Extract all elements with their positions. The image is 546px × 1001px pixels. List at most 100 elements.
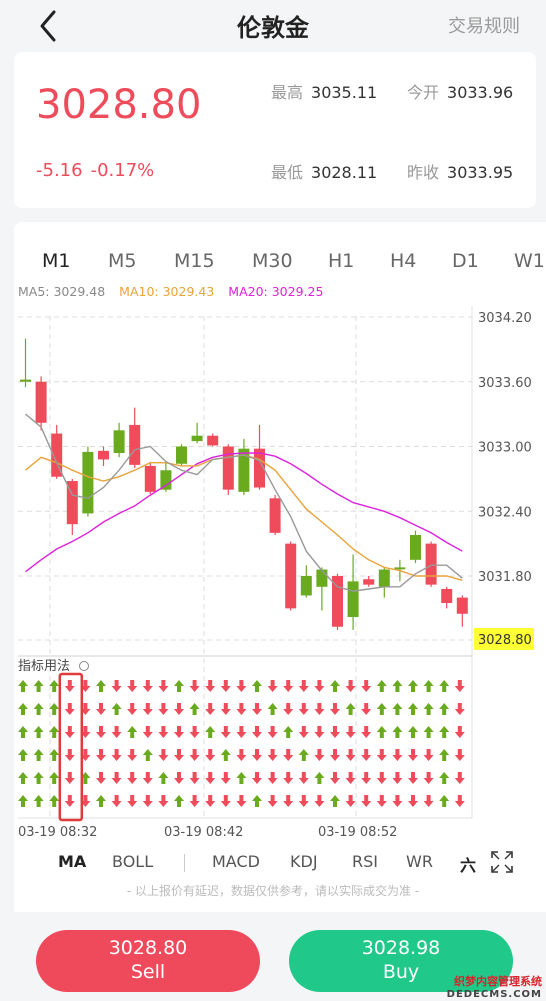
down-arrow-icon <box>111 749 122 761</box>
ma10-legend: MA10: 3029.43 <box>119 284 215 299</box>
back-arrow-icon[interactable] <box>32 8 68 44</box>
tab-ma[interactable]: MA <box>58 852 87 871</box>
open-label: 今开 <box>407 83 440 102</box>
chart-card: M1 M5 M15 M30 H1 H4 D1 W1 MA5: 3029.48 MA… <box>14 222 546 912</box>
highlight-box <box>58 672 84 822</box>
down-arrow-icon <box>361 703 372 715</box>
down-arrow-icon <box>220 703 231 715</box>
down-arrow-icon <box>127 772 138 784</box>
down-arrow-icon <box>345 772 356 784</box>
tab-h4[interactable]: H4 <box>390 250 417 272</box>
tab-m5[interactable]: M5 <box>108 250 137 272</box>
down-arrow-icon <box>236 795 247 807</box>
down-arrow-icon <box>189 772 200 784</box>
up-arrow-icon <box>423 726 434 738</box>
price-tick-label: 3033.60 <box>478 376 532 391</box>
down-arrow-icon <box>454 703 465 715</box>
candles <box>20 338 468 630</box>
tab-macd[interactable]: MACD <box>212 852 260 871</box>
down-arrow-icon <box>252 703 262 715</box>
candle <box>332 576 343 627</box>
candle <box>51 433 63 477</box>
down-arrow-icon <box>127 795 138 807</box>
tab-m30[interactable]: M30 <box>252 250 293 272</box>
down-arrow-icon <box>454 795 465 807</box>
up-arrow-icon <box>49 726 60 738</box>
sell-button[interactable]: 3028.80 Sell <box>36 930 260 992</box>
down-arrow-icon <box>174 703 184 715</box>
high-value: 3035.11 <box>311 83 378 102</box>
up-arrow-icon <box>33 680 44 692</box>
tab-d1[interactable]: D1 <box>452 250 479 272</box>
last-price-badge <box>474 628 534 650</box>
down-arrow-icon <box>345 726 356 738</box>
down-arrow-icon <box>423 772 434 784</box>
ma20-line <box>25 452 463 573</box>
candle <box>425 543 437 585</box>
down-arrow-icon <box>283 795 294 807</box>
candle <box>82 451 94 514</box>
candle <box>207 435 219 446</box>
up-arrow-icon <box>49 680 60 692</box>
down-arrow-icon <box>142 772 153 784</box>
candle <box>66 481 78 525</box>
down-arrow-icon <box>314 795 325 807</box>
down-arrow-icon <box>142 795 153 807</box>
up-arrow-icon <box>18 726 28 738</box>
price-change: -5.16 -0.17% <box>36 160 162 181</box>
down-arrow-icon <box>111 726 122 738</box>
down-arrow-icon <box>64 772 75 784</box>
fullscreen-icon[interactable] <box>490 850 514 878</box>
down-arrow-icon <box>142 680 153 692</box>
up-arrow-icon <box>408 703 418 715</box>
tab-kdj[interactable]: KDJ <box>290 852 318 871</box>
prev-close-value: 3033.95 <box>447 163 514 182</box>
up-arrow-icon <box>142 749 153 761</box>
candle <box>394 567 406 570</box>
tab-w1[interactable]: W1 <box>514 250 545 272</box>
time-label: 03-19 08:52 <box>318 825 397 840</box>
candle <box>300 576 312 596</box>
down-arrow-icon <box>205 772 216 784</box>
tab-wr[interactable]: WR <box>406 852 433 871</box>
page-title: 伦敦金 <box>237 14 309 42</box>
down-arrow-icon <box>408 795 418 807</box>
down-arrow-icon <box>96 726 106 738</box>
info-icon <box>79 661 89 671</box>
candle <box>347 581 359 618</box>
candle <box>144 465 156 492</box>
up-arrow-icon <box>376 703 387 715</box>
more-indicators-icon[interactable]: 六 <box>460 856 477 875</box>
trading-rules-link[interactable]: 交易规则 <box>448 16 520 37</box>
down-arrow-icon <box>267 772 278 784</box>
down-arrow-icon <box>330 703 340 715</box>
up-arrow-icon <box>408 680 418 692</box>
tab-divider <box>184 854 185 872</box>
down-arrow-icon <box>236 726 247 738</box>
down-arrow-icon <box>454 726 465 738</box>
tab-h1[interactable]: H1 <box>328 250 355 272</box>
down-arrow-icon <box>330 749 340 761</box>
down-arrow-icon <box>158 726 169 738</box>
down-arrow-icon <box>298 772 309 784</box>
down-arrow-icon <box>158 703 169 715</box>
watermark-line1: 织梦内容管理系统 <box>454 975 542 988</box>
up-arrow-icon <box>33 703 44 715</box>
down-arrow-icon <box>64 703 75 715</box>
up-arrow-icon <box>18 795 28 807</box>
tab-boll[interactable]: BOLL <box>112 852 154 871</box>
tab-m1[interactable]: M1 <box>42 250 71 272</box>
tab-m15[interactable]: M15 <box>174 250 215 272</box>
tab-rsi[interactable]: RSI <box>352 852 378 871</box>
buy-button[interactable]: 3028.98 Buy <box>289 930 513 992</box>
down-arrow-icon <box>298 795 309 807</box>
down-arrow-icon <box>220 795 231 807</box>
up-arrow-icon <box>345 703 356 715</box>
candle <box>254 448 265 488</box>
open-value: 3033.96 <box>447 83 514 102</box>
down-arrow-icon <box>205 749 216 761</box>
candlestick-chart[interactable]: 3034.20 3033.60 3033.00 3032.40 3031.80 3028.… <box>14 222 546 852</box>
up-arrow-icon <box>236 772 247 784</box>
up-arrow-icon <box>158 772 169 784</box>
current-price: 3028.80 <box>36 82 202 128</box>
